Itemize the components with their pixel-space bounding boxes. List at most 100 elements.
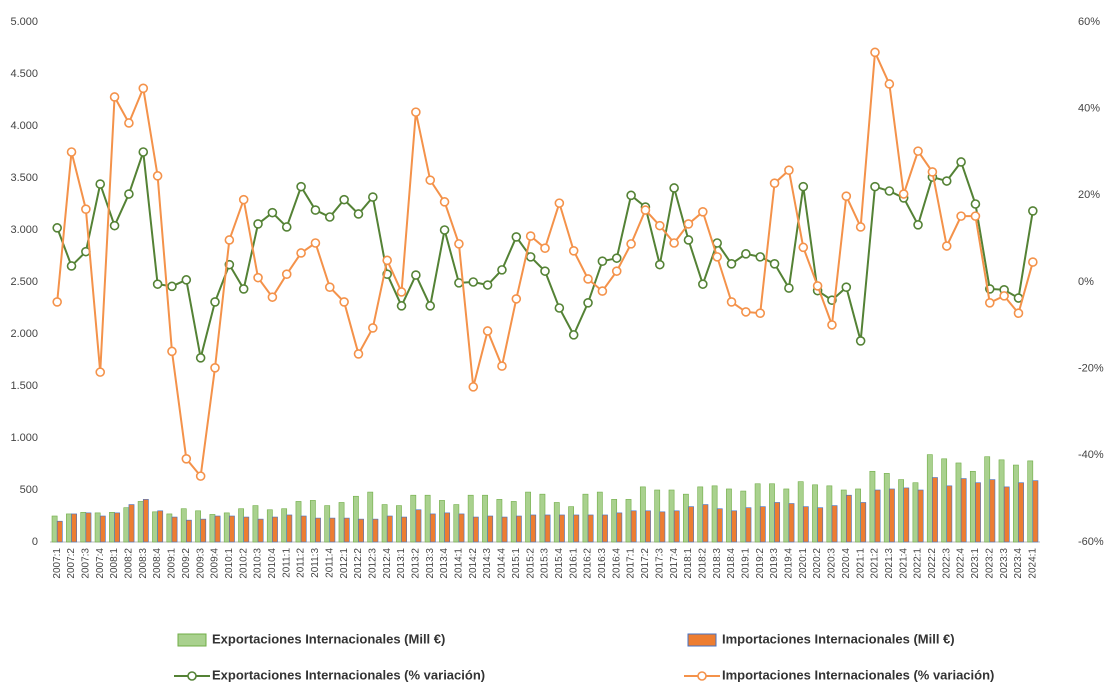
line-marker bbox=[654, 259, 665, 270]
line-marker bbox=[339, 194, 349, 205]
bar bbox=[889, 488, 895, 543]
bar bbox=[309, 500, 316, 543]
bar bbox=[573, 514, 580, 543]
bar bbox=[774, 502, 781, 543]
bar bbox=[688, 506, 694, 543]
line-marker bbox=[454, 239, 464, 249]
bar bbox=[510, 501, 517, 543]
x-tick-label: 2011:1 bbox=[281, 548, 292, 578]
bar bbox=[386, 515, 393, 543]
bar bbox=[998, 459, 1005, 543]
x-tick-label: 2009:2 bbox=[181, 548, 192, 579]
line-marker bbox=[525, 252, 536, 262]
line-marker bbox=[52, 223, 62, 233]
x-tick-label: 2012:2 bbox=[353, 548, 364, 579]
bar bbox=[381, 504, 388, 543]
bar bbox=[553, 502, 560, 543]
bar bbox=[315, 517, 321, 543]
bar bbox=[482, 494, 488, 543]
bar bbox=[458, 513, 465, 543]
line-marker bbox=[798, 181, 809, 192]
line-marker bbox=[482, 326, 493, 336]
legend-label: Importaciones Internacionales (% variaci… bbox=[722, 667, 994, 682]
bar bbox=[1013, 464, 1019, 543]
line-marker bbox=[1028, 257, 1038, 267]
line-marker bbox=[554, 198, 565, 208]
bar bbox=[941, 458, 948, 543]
bar bbox=[214, 515, 221, 543]
x-tick-label: 2017:3 bbox=[654, 548, 665, 579]
bar bbox=[802, 506, 809, 543]
line-marker bbox=[425, 175, 436, 185]
line-marker bbox=[396, 287, 407, 297]
x-tick-label: 2014:3 bbox=[482, 548, 493, 579]
bar bbox=[180, 508, 187, 543]
y2-tick-label: 20% bbox=[1078, 189, 1100, 201]
line-marker bbox=[411, 107, 421, 117]
line-marker bbox=[984, 297, 995, 308]
bar bbox=[702, 504, 709, 543]
line-marker bbox=[683, 219, 694, 229]
line-marker bbox=[497, 361, 507, 371]
bar bbox=[645, 510, 651, 543]
bar bbox=[85, 512, 92, 543]
bar bbox=[128, 504, 135, 543]
bar bbox=[625, 499, 632, 543]
line-marker bbox=[554, 303, 565, 313]
y-tick-label: 2.500 bbox=[10, 276, 38, 288]
line-marker bbox=[741, 307, 751, 317]
bar bbox=[769, 483, 775, 543]
line-marker bbox=[468, 382, 479, 392]
line-marker bbox=[439, 225, 450, 235]
x-tick-label: 2012:1 bbox=[339, 548, 350, 579]
bar bbox=[56, 520, 63, 543]
line-marker bbox=[970, 199, 981, 209]
x-tick-label: 2019:1 bbox=[741, 548, 752, 579]
y-tick-label: 5.000 bbox=[10, 16, 38, 28]
x-tick-label: 2016:4 bbox=[611, 548, 622, 579]
line-marker bbox=[439, 197, 450, 207]
y2-tick-label: -20% bbox=[1078, 363, 1104, 375]
x-tick-label: 2012:4 bbox=[382, 548, 393, 579]
bar bbox=[467, 494, 474, 543]
bar bbox=[544, 514, 551, 543]
bar bbox=[530, 514, 537, 543]
line-marker bbox=[238, 194, 249, 205]
x-tick-label: 2020:2 bbox=[812, 548, 823, 579]
line-marker bbox=[310, 238, 321, 248]
line-marker bbox=[324, 282, 335, 293]
bar bbox=[281, 508, 288, 543]
bar bbox=[372, 518, 379, 543]
bar bbox=[846, 494, 852, 543]
line-marker bbox=[597, 286, 608, 296]
line-marker bbox=[683, 235, 694, 245]
bar bbox=[1032, 480, 1039, 543]
y2-tick-label: -40% bbox=[1078, 449, 1104, 461]
x-tick-label: 2024:1 bbox=[1027, 548, 1038, 579]
x-tick-label: 2007:1 bbox=[52, 548, 63, 579]
bar bbox=[740, 490, 747, 543]
bar bbox=[711, 485, 718, 543]
line-marker bbox=[769, 258, 780, 269]
line-marker bbox=[669, 238, 679, 248]
bar bbox=[496, 499, 503, 543]
bar bbox=[295, 501, 302, 543]
bar bbox=[989, 479, 996, 543]
line-marker bbox=[855, 336, 866, 346]
line-marker bbox=[626, 239, 636, 249]
line-marker bbox=[124, 118, 134, 128]
x-tick-label: 2009:4 bbox=[210, 548, 221, 579]
line-marker bbox=[927, 167, 938, 177]
line-marker bbox=[267, 207, 278, 218]
bar bbox=[401, 516, 407, 543]
bar bbox=[444, 512, 451, 543]
x-tick-label: 2022:4 bbox=[956, 548, 967, 579]
line-marker bbox=[324, 212, 335, 222]
legend-label: Exportaciones Internacionales (Mill €) bbox=[212, 631, 445, 646]
bar bbox=[429, 513, 436, 543]
line-marker bbox=[941, 241, 952, 251]
bar bbox=[883, 473, 890, 543]
bar bbox=[415, 509, 422, 543]
y-tick-label: 1.000 bbox=[10, 432, 38, 444]
x-tick-label: 2017:1 bbox=[626, 548, 637, 579]
